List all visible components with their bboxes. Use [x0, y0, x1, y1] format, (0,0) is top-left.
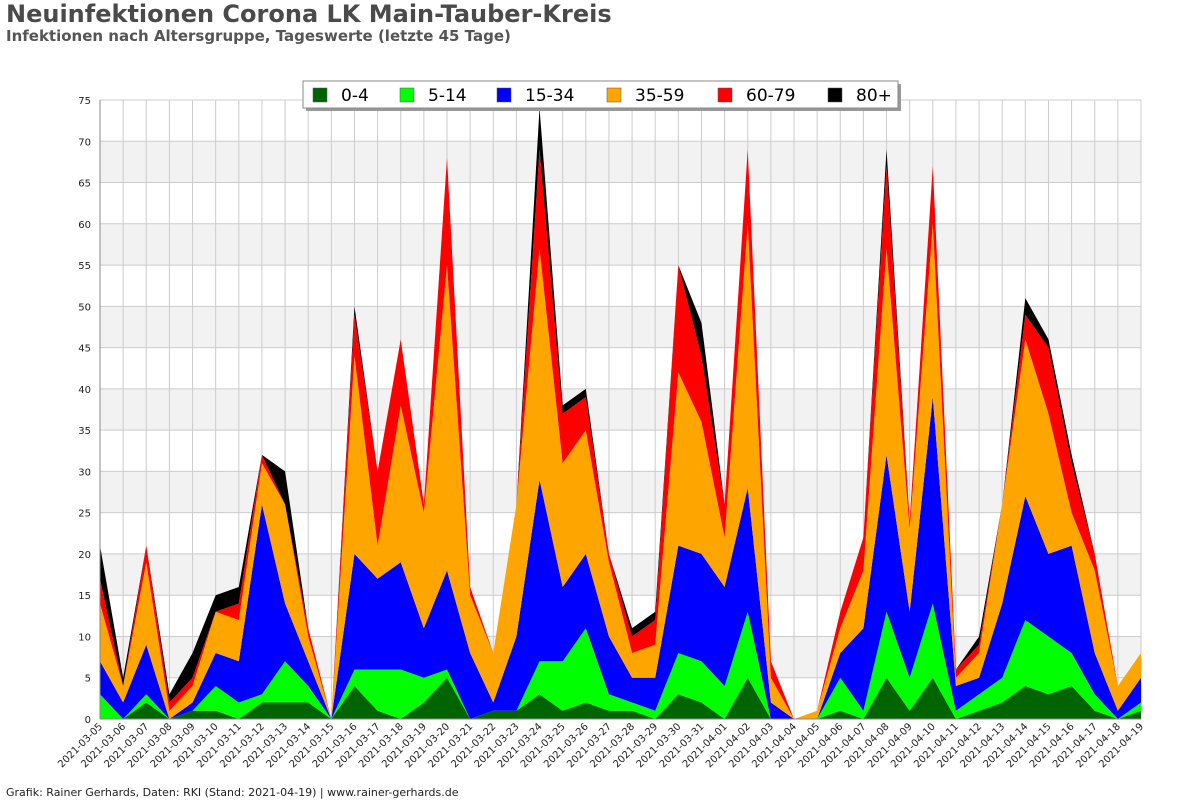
- y-tick-label: 30: [78, 467, 91, 478]
- y-tick-label: 15: [78, 591, 91, 602]
- y-tick-label: 75: [78, 96, 91, 107]
- area-series-60-79: [100, 149, 1141, 719]
- y-tick-label: 55: [78, 261, 91, 272]
- y-tick-label: 10: [78, 632, 91, 643]
- chart-subtitle: Infektionen nach Altersgruppe, Tageswert…: [6, 27, 511, 45]
- legend-label-60-79: 60-79: [746, 86, 795, 106]
- legend-label-15-34: 15-34: [525, 86, 574, 106]
- legend-swatch-15-34: [496, 87, 512, 103]
- y-tick-label: 60: [78, 220, 91, 231]
- x-axis-ticks: 2021-03-052021-03-062021-03-072021-03-08…: [56, 721, 1146, 770]
- y-tick-label: 70: [78, 137, 91, 148]
- legend-box: [302, 80, 899, 109]
- area-series-35-59: [100, 223, 1141, 720]
- legend-swatch-5-14: [399, 87, 415, 103]
- legend-swatch-60-79: [717, 87, 733, 103]
- y-axis-ticks: 0 5 10 15 20 25 30 35 40 45 50 55 60 65 70 75: [78, 96, 91, 726]
- grid-band: [100, 223, 1141, 266]
- legend-swatch-80+: [827, 87, 843, 103]
- legend-label-0-4: 0-4: [341, 86, 369, 106]
- y-tick-label: 0: [85, 715, 91, 726]
- y-tick-label: 50: [78, 302, 91, 313]
- legend-swatch-35-59: [606, 87, 622, 103]
- area-series-5-14: [100, 603, 1141, 719]
- footer-credits: Grafik: Rainer Gerhards, Daten: RKI (Sta…: [6, 786, 459, 799]
- area-series-15-34: [100, 397, 1141, 719]
- chart-title: Neuinfektionen Corona LK Main-Tauber-Kre…: [6, 0, 612, 28]
- grid-band: [100, 388, 1141, 431]
- series-areas: [100, 108, 1141, 720]
- axes: [99, 100, 1141, 720]
- grid-band: [100, 141, 1141, 183]
- legend-label-35-59: 35-59: [635, 86, 684, 106]
- y-tick-label: 20: [78, 550, 91, 561]
- legend-label-80+: 80+: [856, 86, 892, 106]
- y-tick-label: 65: [78, 179, 91, 190]
- legend-swatch-0-4: [312, 87, 328, 103]
- y-tick-label: 45: [78, 344, 91, 355]
- y-tick-label: 35: [78, 426, 91, 437]
- area-series-0-4: [100, 677, 1141, 719]
- y-tick-label: 5: [85, 674, 91, 685]
- grid-band: [100, 306, 1141, 348]
- y-tick-label: 25: [78, 509, 91, 520]
- legend-label-5-14: 5-14: [428, 86, 467, 106]
- legend: 0-4 5-14 15-34 35-59 60-79 80+: [302, 80, 901, 111]
- y-tick-label: 40: [78, 385, 91, 396]
